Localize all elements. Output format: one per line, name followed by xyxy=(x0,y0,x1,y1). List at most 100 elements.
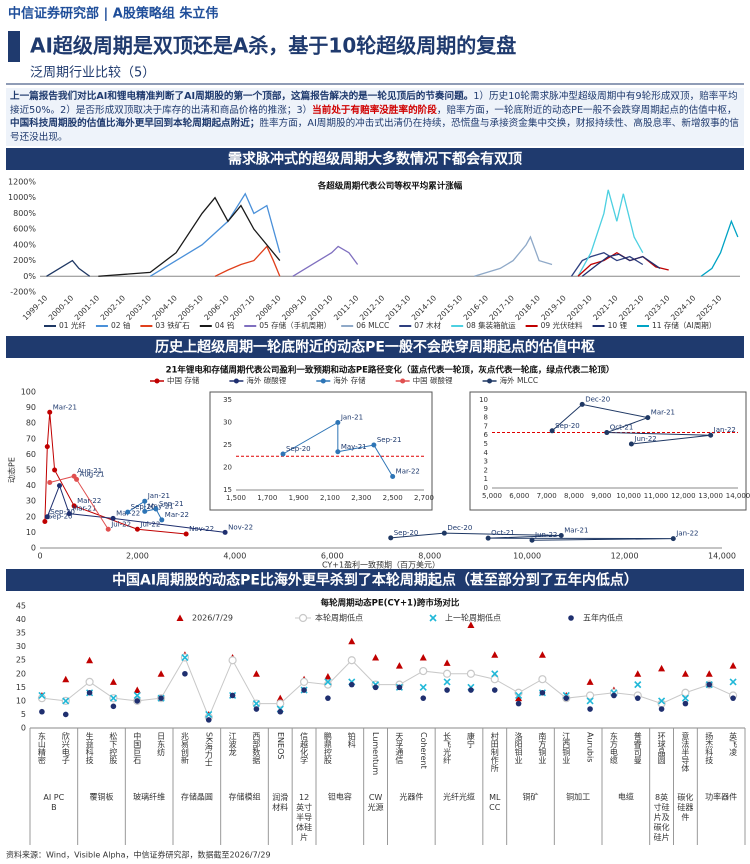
x-tick-label: 1999-10 xyxy=(21,293,50,322)
legend-label: 11 存储（AI周期） xyxy=(652,320,716,330)
point-label: Jan-21 xyxy=(147,492,170,500)
y-tick-label: 25 xyxy=(16,656,26,665)
x-tick-label: 9,000 xyxy=(591,492,611,500)
page-subtitle: 泛周期行业比较（5） xyxy=(30,66,155,81)
x-tick-label: 2002-10 xyxy=(99,293,128,322)
y-tick-label: 70 xyxy=(26,434,36,443)
dot-marker xyxy=(253,706,260,712)
series-path xyxy=(551,403,711,445)
point xyxy=(52,467,58,473)
x-tick-label: 2010-10 xyxy=(306,293,335,322)
point xyxy=(604,430,610,436)
group-label: 8英寸硅片及碳化硅片 xyxy=(654,792,670,842)
point-label: Oct-21 xyxy=(491,529,515,537)
triangle-marker xyxy=(515,694,523,702)
point-label: Mar-21 xyxy=(53,403,77,411)
point xyxy=(549,428,555,434)
dot-marker xyxy=(39,708,45,715)
circle-marker xyxy=(299,677,309,687)
chart-title: 21年锂电和存储周期代表公司盈利一致预期和动态PE路径变化（蓝点代表一轮顶，灰点… xyxy=(166,365,615,376)
point-label: Sep-21 xyxy=(377,436,402,444)
y-tick-label: 40 xyxy=(26,481,36,490)
y-tick-label: 7 xyxy=(484,422,488,430)
y-tick-label: 5 xyxy=(484,440,488,448)
point xyxy=(183,531,189,537)
x-tick-label: 中国巨石 xyxy=(133,731,142,765)
legend-label: 04 钨 xyxy=(215,320,235,330)
cross-marker xyxy=(109,694,117,702)
group-label: AI PC B xyxy=(43,793,64,812)
x-tick-label: 2,700 xyxy=(414,494,434,502)
cross-marker xyxy=(586,697,594,705)
legend-label: 06 MLCC xyxy=(356,321,389,330)
triangle-marker xyxy=(395,662,403,669)
y-tick-label: 40 xyxy=(16,615,26,624)
series-line xyxy=(149,192,281,277)
y-tick-label: 6 xyxy=(484,431,489,439)
dot-marker xyxy=(568,615,574,621)
y-tick-label: 1 xyxy=(484,475,488,483)
point-label: Mar-21 xyxy=(72,505,96,513)
x-tick-label: 0 xyxy=(37,552,42,561)
dot-marker xyxy=(491,687,498,693)
x-tick-label: 江波龙 xyxy=(228,732,237,757)
circle-marker xyxy=(490,675,499,684)
point xyxy=(280,451,286,457)
dot-marker xyxy=(444,687,450,693)
chart-title: 每轮周期动态PE(CY+1)跨市场对比 xyxy=(321,598,460,609)
triangle-marker xyxy=(86,656,94,664)
y-tick-label: 10 xyxy=(479,396,488,404)
point xyxy=(142,498,148,504)
group-label: 玻璃纤维 xyxy=(133,792,165,802)
x-tick-label: 2006-10 xyxy=(202,293,231,322)
dot-marker xyxy=(658,706,665,712)
point xyxy=(335,449,341,455)
x-tick-label: 信越化学 xyxy=(300,731,309,764)
cross-marker xyxy=(729,678,737,686)
x-tick-label: 10,000 xyxy=(616,492,641,500)
point xyxy=(71,503,77,509)
group-label: 覆铜板 xyxy=(90,792,114,802)
y-tick-label: 8 xyxy=(484,414,488,422)
triangle-marker xyxy=(491,651,499,658)
x-tick-label: 4,000 xyxy=(223,552,246,561)
y-tick-label: 600% xyxy=(13,225,36,234)
dot-marker xyxy=(396,684,403,691)
point xyxy=(371,442,377,448)
point xyxy=(485,535,491,541)
dot-marker xyxy=(420,695,427,701)
footer: 资料来源：Wind，Visible Alpha，中信证券研究部，数据截至2026… xyxy=(6,850,271,860)
point xyxy=(159,517,165,523)
x-tick-label: Coherent xyxy=(419,732,428,769)
cross-marker xyxy=(515,691,523,700)
group-label: 碳化硅器件 xyxy=(677,792,693,822)
x-tick-label: 英飞凌 xyxy=(729,731,738,757)
x-tick-label: 5,000 xyxy=(482,492,502,500)
triangle-marker xyxy=(176,614,184,621)
cross-marker xyxy=(429,614,437,622)
x-tick-label: 2001-10 xyxy=(73,293,102,322)
group-label: 光纤光缆 xyxy=(443,792,475,802)
legend-label: 2026/7/29 xyxy=(192,614,233,623)
x-tick-label: 2021-10 xyxy=(591,293,620,322)
triangle-marker xyxy=(729,662,737,669)
dot-marker xyxy=(706,681,713,688)
group-label: 存储模组 xyxy=(229,792,261,802)
cross-marker xyxy=(133,691,141,700)
point-label: Jun-22 xyxy=(534,531,557,539)
legend-swatch xyxy=(320,378,326,384)
circle-marker xyxy=(538,675,547,684)
x-tick-label: 康宁 xyxy=(466,731,475,748)
point-label: Sep-20 xyxy=(555,422,580,430)
x-axis-label: CY+1盈利一致预期（百万美元） xyxy=(322,560,440,570)
x-tick-label: 10,000 xyxy=(513,552,541,561)
summary-text: 当前处于有赔率没胜率的阶段 xyxy=(312,104,437,116)
x-tick-label: 2,100 xyxy=(320,494,340,502)
point xyxy=(47,479,53,485)
x-tick-label: 鹏鼎控股 xyxy=(323,731,332,765)
y-tick-label: 10 xyxy=(16,696,26,705)
x-tick-label: 环球晶圆 xyxy=(657,732,666,765)
y-tick-label: 50 xyxy=(26,466,36,475)
